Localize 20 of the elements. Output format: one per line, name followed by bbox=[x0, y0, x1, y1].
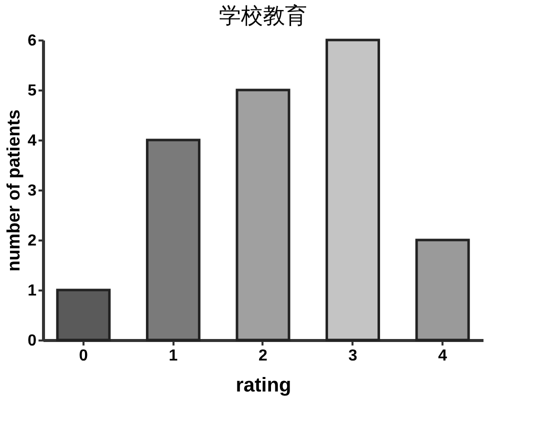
bar bbox=[326, 38, 380, 342]
bar bbox=[415, 238, 470, 342]
y-tick-label: 3 bbox=[28, 182, 37, 200]
x-tick-label: 4 bbox=[438, 348, 448, 364]
x-tick-label: 1 bbox=[168, 348, 178, 364]
y-tick-label: 5 bbox=[28, 82, 37, 100]
chart-title: 学校教育 bbox=[219, 3, 307, 29]
y-tick-label: 6 bbox=[28, 32, 37, 50]
x-axis-title: rating bbox=[236, 374, 292, 396]
bar bbox=[146, 138, 200, 342]
y-tick-label: 1 bbox=[28, 282, 37, 300]
bar bbox=[56, 288, 111, 342]
x-tick-label: 0 bbox=[78, 348, 88, 364]
bar bbox=[236, 88, 290, 342]
y-tick-label: 0 bbox=[28, 332, 37, 350]
y-tick-label: 2 bbox=[28, 232, 37, 250]
y-tick-label: 4 bbox=[28, 132, 37, 150]
x-tick-label: 3 bbox=[348, 348, 358, 364]
y-axis-title: number of patients bbox=[4, 109, 24, 272]
x-tick-label: 2 bbox=[258, 348, 268, 364]
